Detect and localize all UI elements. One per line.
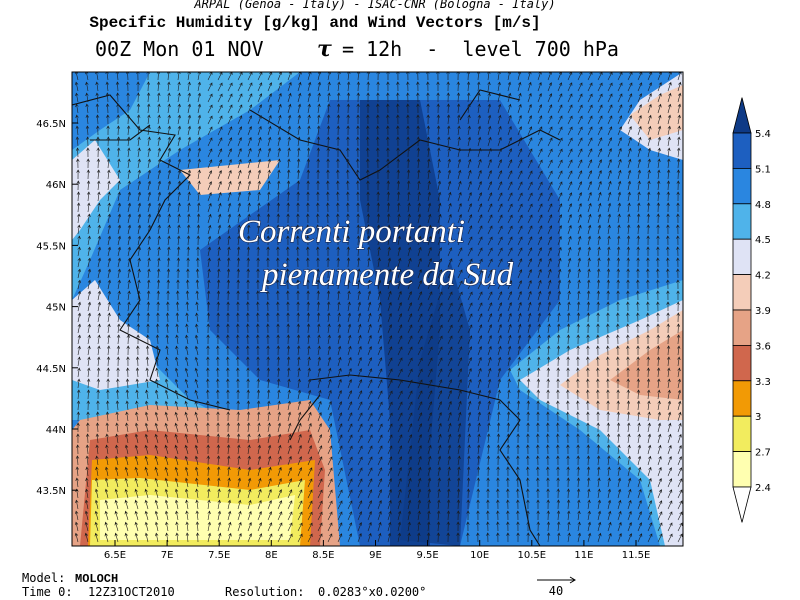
lat-label: 45.5N [36,241,66,252]
lon-label: 8E [265,550,278,561]
colorbar-end [732,97,752,134]
colorbar-band [732,274,752,311]
title: Specific Humidity [g/kg] and Wind Vector… [89,14,540,32]
subtitle-time: 00Z Mon 01 NOV [95,37,264,61]
colorbar-band [732,344,752,382]
axes: 46.5N 46N 45.5N 45N 44.5N 44N 43.5N 6.5E 7E 7.5E 8… [36,119,650,561]
colorbar-label: 4.2 [755,271,771,282]
colorbar-label: 5.4 [755,129,771,140]
annotation: pienamente da Sud [260,257,514,293]
colorbar-label: 4.8 [755,200,771,211]
colorbar: 5.4 5.1 4.8 4.5 4.2 3.9 3.6 3.3 3 2.7 2.4 [732,97,771,523]
subtitle-tau: τ [317,36,332,62]
colorbar-band [732,203,752,240]
reference-vector-label: 40 [549,584,563,598]
lon-label: 10.5E [518,550,547,561]
agencies: ARPAL (Genoa - Italy) - ISAC-CNR (Bologn… [193,0,555,11]
model: MOLOCH [75,572,118,586]
colorbar-end [732,486,752,523]
wind-arrows [74,72,683,543]
lat-label: 44.5N [36,364,66,375]
colorbar-band [732,238,752,275]
resolution-label: Resolution: [225,585,304,599]
humidity-field [72,72,683,546]
subtitle-rest: = 12h - level 700 hPa [342,37,619,61]
reference-vector [537,576,576,584]
lon-label: 9.5E [416,550,438,561]
colorbar-label: 5.1 [755,164,771,175]
colorbar-label: 3 [755,412,761,423]
lon-label: 7.5E [208,550,230,561]
wind-vectors [74,72,683,543]
model-label: Model: [22,571,65,585]
map-frame [71,71,684,547]
colorbar-label: 3.9 [755,306,771,317]
time: 12Z31OCT2010 [88,585,175,599]
colorbar-label: 3.3 [755,377,771,388]
colorbar-band [732,167,752,205]
lat-label: 46N [46,180,66,191]
lon-label: 6.5E [104,550,126,561]
colorbar-label: 3.6 [755,341,771,352]
colorbar-band [732,415,752,453]
lat-label: 45N [46,303,66,314]
time-label: Time 0: [22,585,73,599]
lat-label: 44N [46,425,66,436]
lat-label: 46.5N [36,119,66,130]
lon-label: 11E [574,550,593,561]
colorbar-label: 4.5 [755,235,771,246]
resolution: 0.0283°x0.0200° [318,585,426,599]
lon-label: 7E [161,550,174,561]
colorbar-band [732,380,752,417]
colorbar-band [732,309,752,346]
lat-label: 43.5N [36,486,66,497]
colorbar-band [732,132,752,169]
lon-label: 8.5E [312,550,334,561]
annotation: Correnti portanti [238,214,465,250]
lon-label: 9E [369,550,382,561]
lon-label: 11.5E [622,550,651,561]
colorbar-label: 2.7 [755,448,771,459]
colorbar-band [732,451,752,488]
lon-label: 10E [470,550,489,561]
colorbar-label: 2.4 [755,483,771,494]
